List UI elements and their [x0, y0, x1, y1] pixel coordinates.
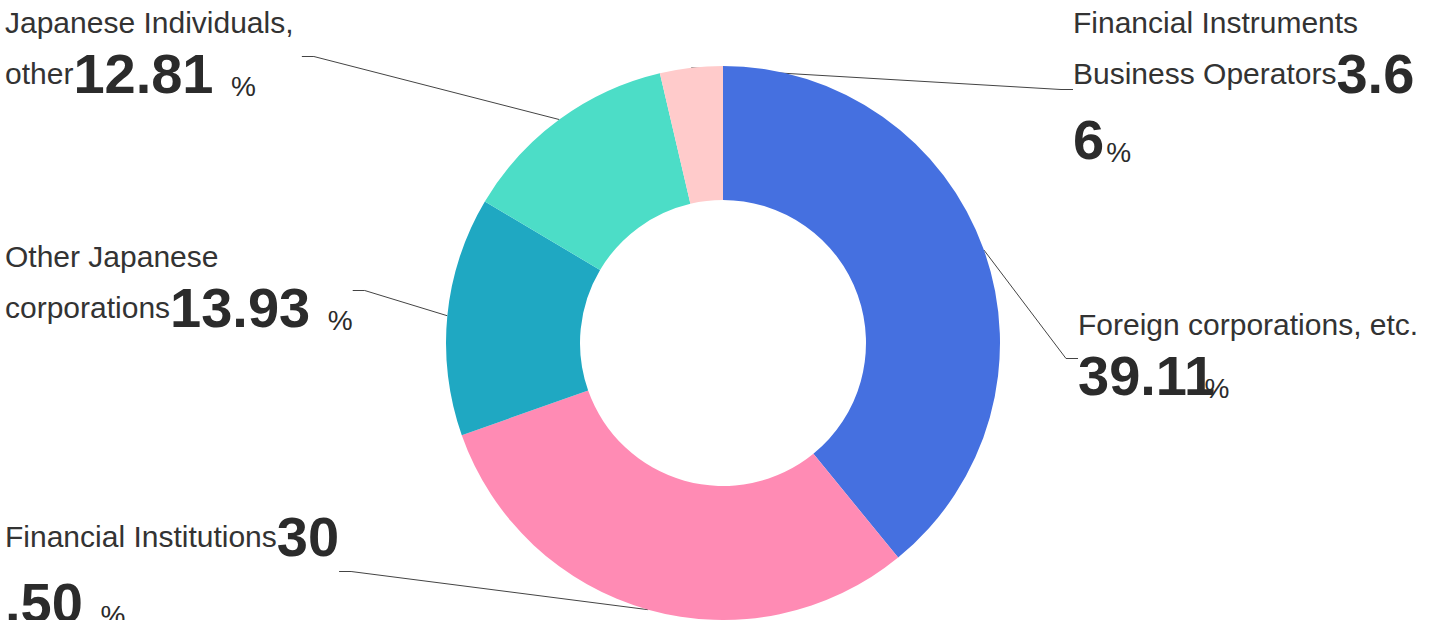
- svg-text:Business Operators: Business Operators: [1073, 57, 1336, 90]
- svg-text:.50: .50: [5, 571, 83, 620]
- svg-text:30: 30: [277, 505, 339, 568]
- svg-text:6: 6: [1073, 108, 1104, 171]
- svg-text:Other Japanese: Other Japanese: [5, 240, 227, 273]
- svg-text:Financial Instruments: Financial Instruments: [1073, 6, 1366, 39]
- svg-text:other: other: [5, 57, 73, 90]
- svg-text:Financial Institutions: Financial Institutions: [5, 520, 277, 553]
- svg-text:39.11: 39.11: [1078, 344, 1215, 407]
- svg-text:%: %: [1205, 373, 1230, 404]
- svg-text:3.6: 3.6: [1336, 42, 1414, 105]
- svg-text:corporations: corporations: [5, 291, 170, 324]
- svg-text:12.81: 12.81: [73, 42, 213, 105]
- svg-text:Japanese Individuals,: Japanese Individuals,: [5, 6, 302, 39]
- svg-text:%: %: [328, 305, 353, 336]
- svg-text:%: %: [1106, 137, 1131, 168]
- svg-text:Foreign corporations, etc.: Foreign corporations, etc.: [1078, 308, 1418, 341]
- svg-text:13.93: 13.93: [170, 276, 310, 339]
- svg-text:%: %: [100, 600, 125, 620]
- svg-text:%: %: [231, 71, 256, 102]
